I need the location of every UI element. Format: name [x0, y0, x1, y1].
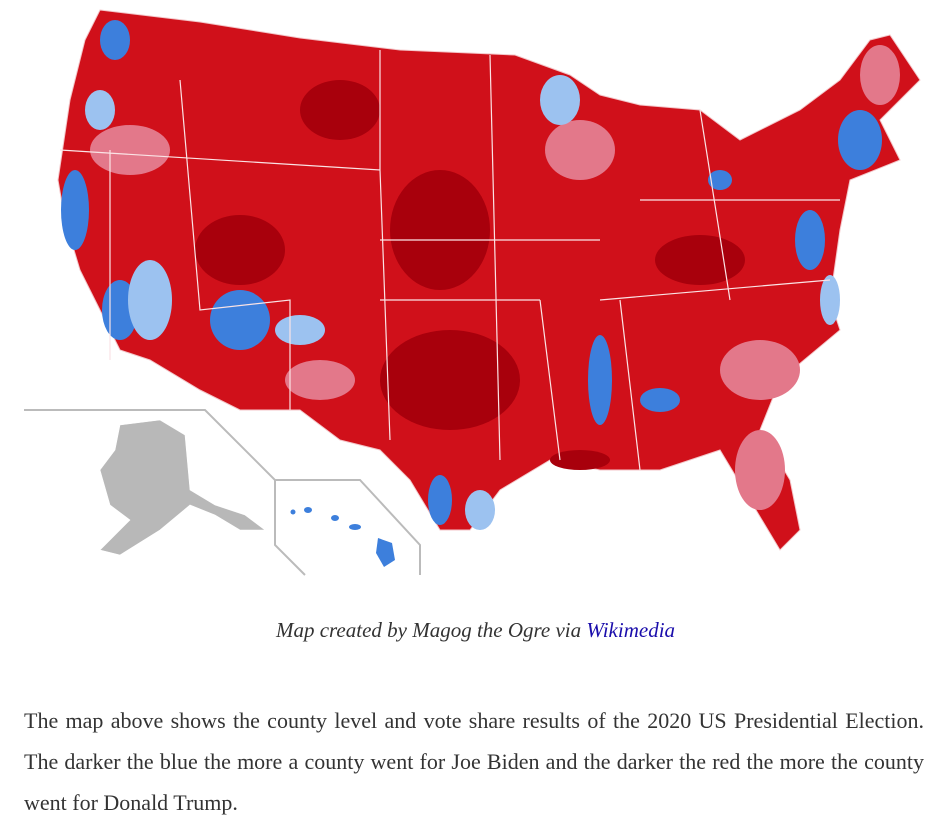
source-link[interactable]: Wikimedia: [586, 618, 676, 642]
hawaii: [290, 507, 395, 567]
light-blue-areas: [85, 75, 840, 530]
light-red-areas: [90, 45, 900, 510]
paragraph: The map above shows the county level and…: [24, 708, 924, 815]
state-borders: [59, 50, 840, 471]
caption: Map created by Magog the Ogre via Wikime…: [0, 618, 951, 643]
inset-frame: [24, 409, 421, 576]
alaska: [99, 419, 266, 556]
election-map: [24, 9, 921, 576]
caption-text: Map created by Magog the Ogre via: [275, 618, 582, 642]
blue-areas: [61, 20, 882, 525]
dark-red-areas: [195, 80, 745, 470]
